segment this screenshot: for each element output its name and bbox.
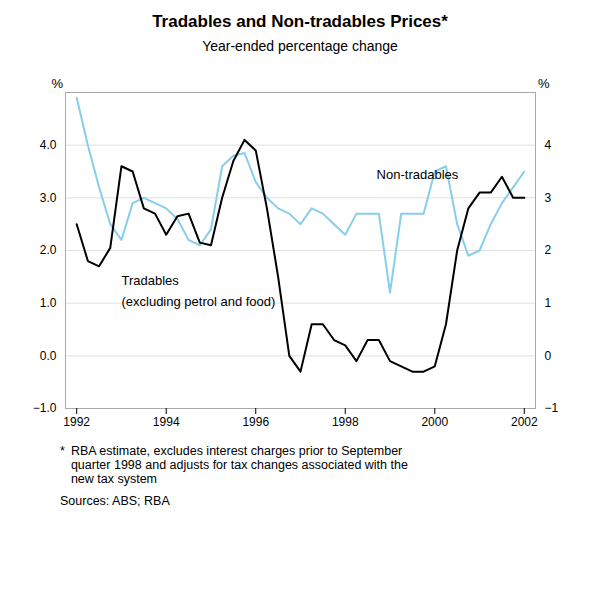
svg-text:Tradables: Tradables [121, 273, 179, 288]
svg-text:Non-tradables: Non-tradables [377, 167, 459, 182]
svg-text:2000: 2000 [421, 415, 448, 429]
svg-text:4.0: 4.0 [40, 138, 57, 152]
svg-text:1996: 1996 [242, 415, 269, 429]
svg-text:−1.0: −1.0 [33, 401, 57, 415]
svg-text:1994: 1994 [153, 415, 180, 429]
svg-text:%: % [538, 76, 550, 91]
svg-text:1.0: 1.0 [40, 296, 57, 310]
html-text:Sources: ABS; RBA: Sources: ABS; RBA [60, 494, 170, 508]
html-text:RBA estimate, excludes interes: RBA estimate, excludes interest charges … [70, 444, 408, 486]
svg-text:%: % [52, 76, 64, 91]
svg-text:2002: 2002 [511, 415, 538, 429]
svg-text:3: 3 [545, 191, 552, 205]
html-text:Year-ended percentage change: Year-ended percentage change [202, 38, 398, 54]
html-text:Tradables and Non-tradables Pr: Tradables and Non-tradables Prices* [152, 12, 448, 31]
svg-text:2: 2 [545, 243, 552, 257]
svg-text:2.0: 2.0 [40, 243, 57, 257]
svg-text:0: 0 [545, 349, 552, 363]
svg-text:1998: 1998 [332, 415, 359, 429]
svg-text:1: 1 [545, 296, 552, 310]
svg-text:−1: −1 [545, 401, 559, 415]
svg-text:(excluding petrol and food): (excluding petrol and food) [121, 294, 275, 309]
svg-text:1992: 1992 [63, 415, 90, 429]
svg-text:3.0: 3.0 [40, 191, 57, 205]
svg-text:4: 4 [545, 138, 552, 152]
svg-text:0.0: 0.0 [40, 349, 57, 363]
